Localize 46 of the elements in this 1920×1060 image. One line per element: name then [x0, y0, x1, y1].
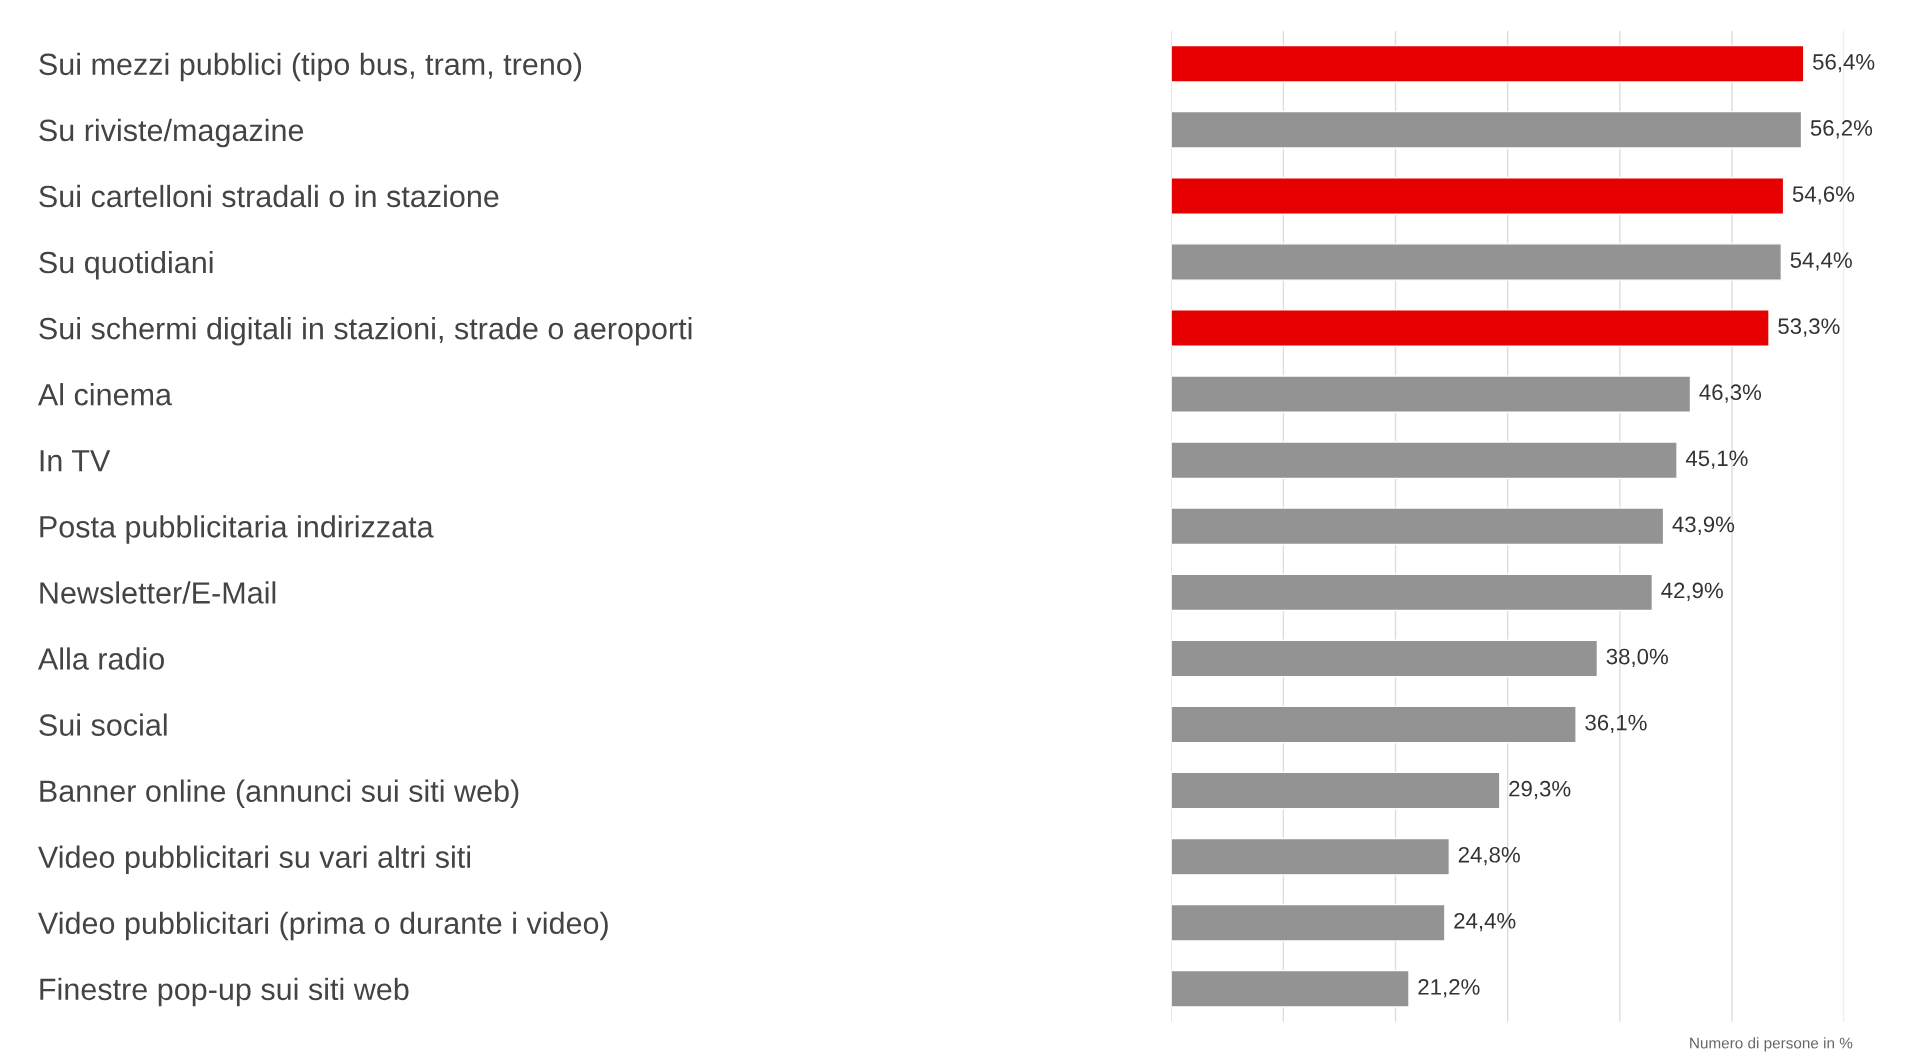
bar [1171, 969, 1410, 1008]
data-label: 56,4% [1813, 54, 1875, 73]
y-tick-label: Banner online (annunci sui siti web) [40, 779, 519, 808]
y-tick-label: Al cinema [37, 383, 173, 406]
data-label: 42,9% [1661, 582, 1723, 601]
y-tick-label: Su quotidiani [39, 250, 213, 280]
y-tick-label: Sui mezzi pubblici (tipo bus, tram, treno) [39, 52, 582, 82]
y-tick-label: Sui schermi digitali in stazioni, strade o aeroporti [39, 317, 692, 346]
bar [1171, 771, 1501, 810]
bar [1171, 44, 1805, 83]
data-label: 45,1% [1685, 450, 1748, 469]
data-label: 46,3% [1699, 384, 1762, 403]
bar [1171, 309, 1770, 347]
y-tick-label: Su riviste/magazine [39, 118, 304, 148]
y-tick-label: Video pubblicitari (prima o durante i video) [38, 911, 608, 941]
bar [1171, 639, 1599, 678]
bar [1171, 837, 1451, 876]
data-label: 53,3% [1778, 318, 1840, 337]
bar [1171, 243, 1783, 281]
data-label: 21,2% [1418, 979, 1480, 998]
data-label: 54,6% [1792, 186, 1855, 205]
y-tick-label: In TV [40, 450, 111, 472]
data-label: 29,3% [1509, 780, 1571, 800]
y-tick-label: Posta pubblicitaria indirizzata [40, 515, 434, 544]
y-tick-label: Sui social [39, 713, 167, 736]
bar [1171, 375, 1692, 414]
y-tick-label: Finestre pop-up sui siti web [40, 977, 409, 1007]
bar [1171, 177, 1785, 215]
text: Numero di persone in % [1690, 1037, 1853, 1052]
bar [1171, 441, 1678, 480]
data-label: 43,9% [1672, 516, 1735, 535]
y-tick-label: Newsletter/E-Mail [40, 581, 276, 604]
y-tick-label: Video pubblicitari su vari altri siti [38, 845, 471, 875]
y-tick-label: Sui cartelloni stradali o in stazione [39, 184, 499, 208]
y-tick-label: Alla radio [37, 647, 164, 670]
bar [1171, 903, 1446, 942]
bar [1171, 507, 1665, 546]
data-label: 24,8% [1458, 846, 1520, 866]
data-label: 36,1% [1585, 714, 1647, 734]
data-label: 54,4% [1790, 252, 1852, 271]
bar [1171, 705, 1577, 744]
bar [1171, 573, 1654, 612]
bar [1171, 110, 1803, 149]
data-label: 24,4% [1454, 912, 1516, 932]
data-label: 38,0% [1606, 648, 1668, 668]
data-label: 56,2% [1810, 120, 1873, 139]
